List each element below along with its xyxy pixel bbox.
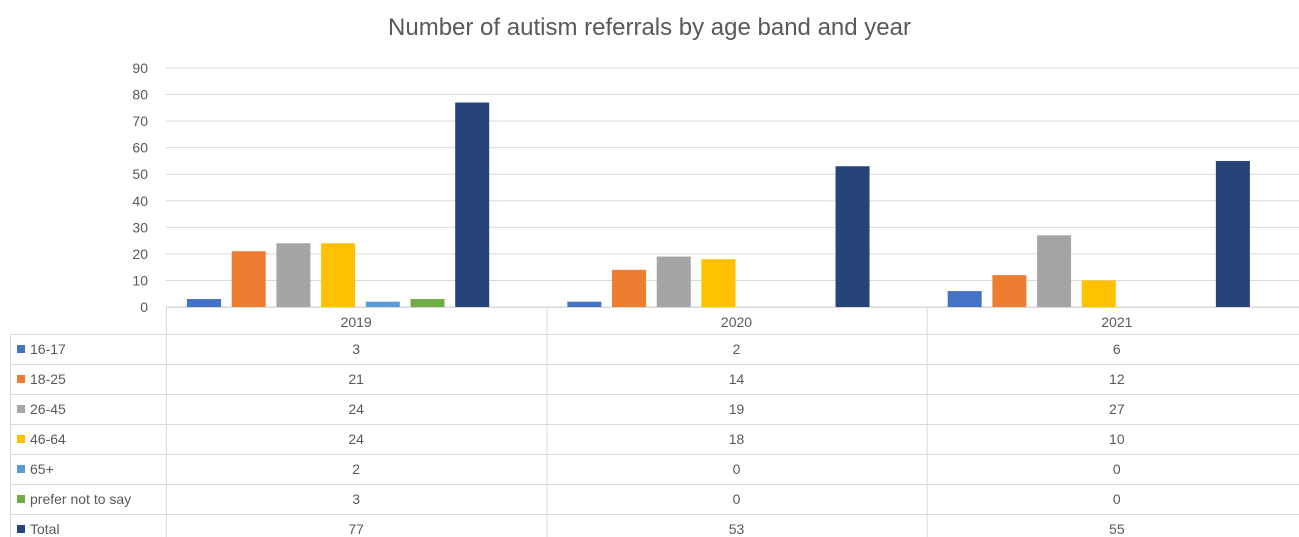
- bar-16-17-2021: [947, 291, 982, 307]
- data-label-prefer-not-to-say-2021: 0: [1113, 491, 1121, 507]
- data-label-16-17-2020: 2: [733, 341, 741, 357]
- legend-label-65: 65+: [30, 461, 54, 477]
- bar-46-64-2019: [321, 243, 356, 307]
- legend-swatch-26-45: [17, 405, 25, 413]
- bar-18-25-2020: [612, 269, 647, 307]
- data-label-65-2020: 0: [733, 461, 741, 477]
- bar-46-64-2021: [1081, 280, 1116, 307]
- legend-swatch-prefer-not-to-say: [17, 495, 25, 503]
- data-label-total-2020: 53: [729, 521, 745, 537]
- x-tick-label: 2021: [1101, 314, 1132, 330]
- legend-swatch-65: [17, 465, 25, 473]
- bar-16-17-2020: [567, 301, 602, 307]
- data-label-total-2021: 55: [1109, 521, 1125, 537]
- y-tick-label: 70: [132, 113, 148, 129]
- y-tick-label: 80: [132, 87, 148, 103]
- x-tick-label: 2019: [341, 314, 372, 330]
- data-label-18-25-2019: 21: [348, 371, 364, 387]
- legend-label-total: Total: [30, 521, 60, 537]
- y-tick-label: 60: [132, 140, 148, 156]
- data-label-16-17-2019: 3: [352, 341, 360, 357]
- data-label-46-64-2021: 10: [1109, 431, 1125, 447]
- legend-label-26-45: 26-45: [30, 401, 66, 417]
- data-label-16-17-2021: 6: [1113, 341, 1121, 357]
- data-label-46-64-2020: 18: [729, 431, 745, 447]
- bar-26-45-2019: [276, 243, 311, 307]
- legend-label-prefer-not-to-say: prefer not to say: [30, 491, 131, 507]
- y-tick-label: 90: [132, 60, 148, 76]
- x-tick-label: 2020: [721, 314, 752, 330]
- bar-26-45-2021: [1037, 235, 1072, 307]
- chart-title: Number of autism referrals by age band a…: [388, 14, 911, 41]
- bar-prefer-not-to-say-2019: [410, 299, 445, 307]
- bar-18-25-2021: [992, 275, 1027, 307]
- bar-46-64-2020: [701, 259, 736, 307]
- legend-swatch-total: [17, 525, 25, 533]
- data-label-total-2019: 77: [348, 521, 364, 537]
- bar-18-25-2019: [231, 251, 266, 307]
- y-tick-label: 40: [132, 193, 148, 209]
- bar-26-45-2020: [656, 256, 691, 307]
- data-label-18-25-2020: 14: [729, 371, 745, 387]
- y-tick-label: 0: [140, 299, 148, 315]
- bar-65-2019: [365, 301, 400, 307]
- data-label-65-2021: 0: [1113, 461, 1121, 477]
- y-tick-label: 10: [132, 272, 148, 288]
- data-label-26-45-2021: 27: [1109, 401, 1125, 417]
- data-label-65-2019: 2: [352, 461, 360, 477]
- data-label-46-64-2019: 24: [348, 431, 364, 447]
- bar-16-17-2019: [187, 299, 221, 307]
- y-tick-label: 20: [132, 246, 148, 262]
- legend-swatch-16-17: [17, 345, 25, 353]
- bar-total-2020: [835, 166, 870, 307]
- data-label-prefer-not-to-say-2019: 3: [352, 491, 360, 507]
- data-label-18-25-2021: 12: [1109, 371, 1125, 387]
- data-label-26-45-2019: 24: [348, 401, 364, 417]
- data-label-prefer-not-to-say-2020: 0: [733, 491, 741, 507]
- data-label-26-45-2020: 19: [729, 401, 745, 417]
- y-tick-label: 50: [132, 166, 148, 182]
- bar-total-2021: [1215, 160, 1250, 307]
- legend-swatch-18-25: [17, 375, 25, 383]
- legend-label-16-17: 16-17: [30, 341, 66, 357]
- bar-total-2019: [455, 102, 490, 308]
- y-tick-label: 30: [132, 219, 148, 235]
- legend-swatch-46-64: [17, 435, 25, 443]
- legend-label-46-64: 46-64: [30, 431, 66, 447]
- legend-label-18-25: 18-25: [30, 371, 66, 387]
